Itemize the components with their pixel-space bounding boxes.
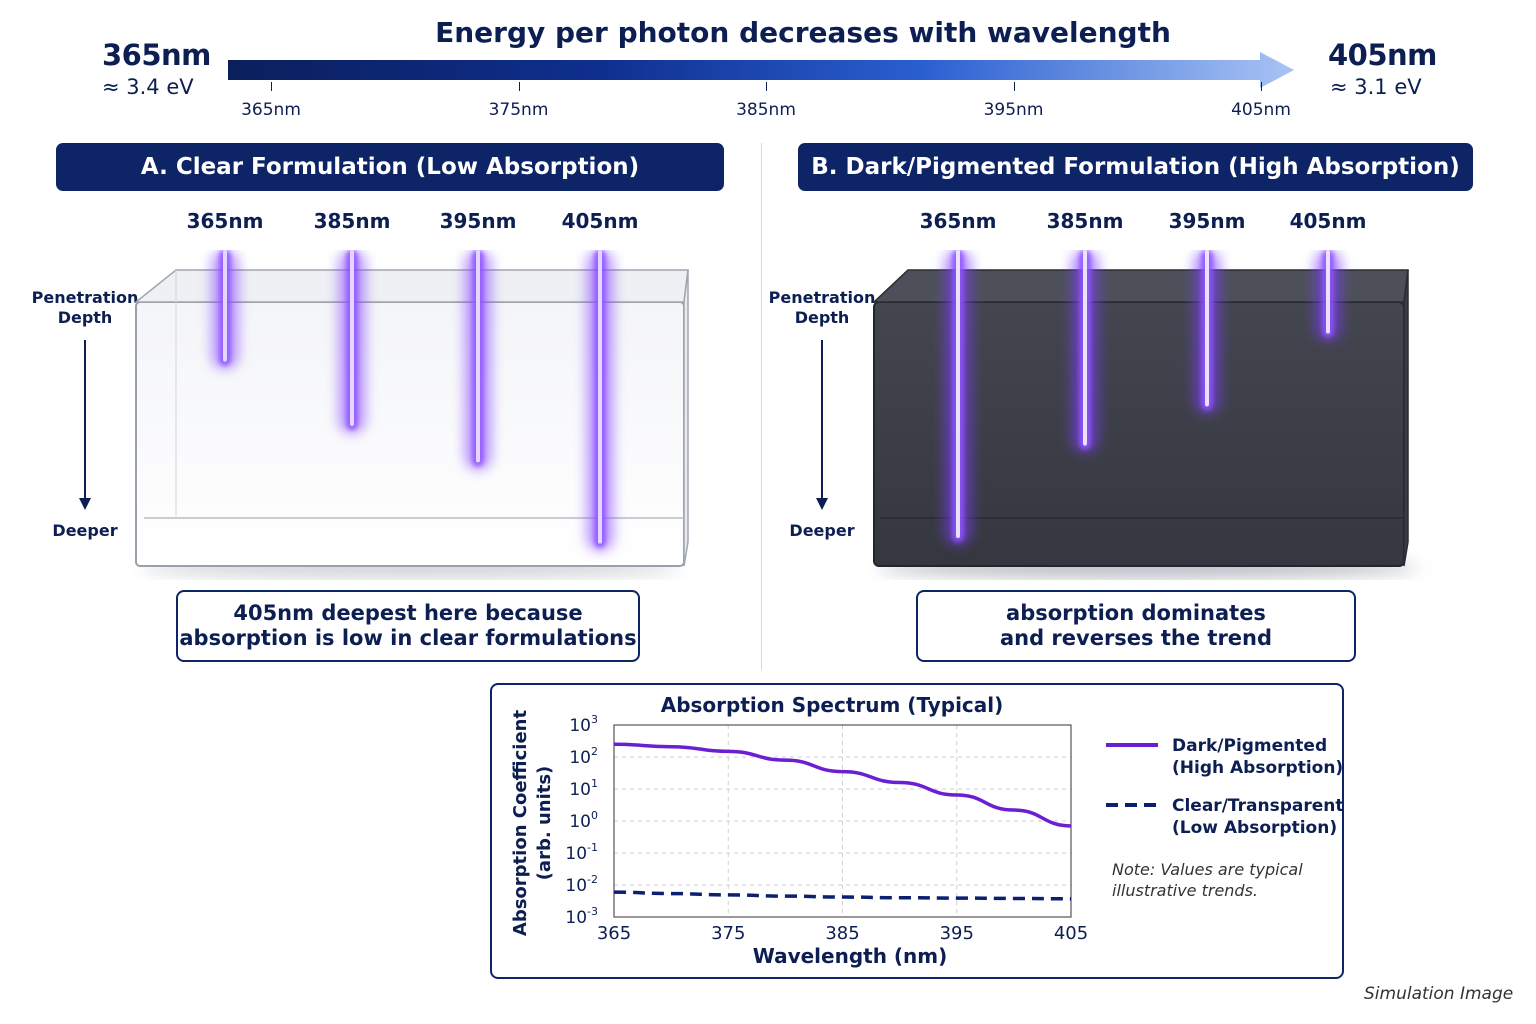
panel-b-caption-line2: and reverses the trend (999, 626, 1273, 650)
panel-a-caption-line2: absorption is low in clear formulations (179, 626, 637, 650)
wavelength-tick-mark (271, 82, 272, 91)
chart-xlabel: Wavelength (nm) (753, 944, 948, 968)
series-dark-line (613, 742, 1072, 828)
legend-dark-line2: (High Absorption) (1172, 758, 1342, 778)
chart-y-tick-label: 102 (569, 745, 598, 768)
energy-bar-title: Energy per photon decreases with wavelen… (435, 16, 1171, 49)
chart-ylabel-line1: Absorption Coefficient (510, 710, 531, 937)
panel-a-depth-arrow (84, 340, 86, 500)
chart-x-tick-label: 395 (940, 923, 974, 944)
panel-a-beam-label: 365nm (186, 209, 264, 233)
chart-x-tick-label: 365 (597, 923, 631, 944)
panel-a-title: A. Clear Formulation (Low Absorption) (56, 143, 724, 191)
panel-a-caption-line1: 405nm deepest here because (233, 601, 583, 625)
chart-y-tick-label: 10-2 (565, 873, 598, 896)
chart-x-tick-label: 385 (825, 923, 859, 944)
panel-b-beam-label: 385nm (1046, 209, 1124, 233)
wavelength-tick-mark (518, 82, 520, 91)
beam-395nm (464, 250, 492, 471)
legend-clear-line1: Clear/Transparent (1172, 796, 1342, 816)
simulation-label: Simulation Image (1364, 984, 1514, 1004)
panel-a-beam-label: 395nm (439, 209, 517, 233)
chart-ylabel-line2: (arb. units) (534, 766, 555, 881)
panel-b-tank (872, 250, 1418, 578)
panel-b-depth-arrow (821, 340, 823, 500)
beam-395nm (1193, 250, 1221, 415)
panel-b-caption-line1: absorption dominates (1006, 601, 1266, 625)
chart-plot-frame (613, 724, 1072, 918)
panel-a-penetration-label: Penetration Depth (31, 288, 139, 327)
absorption-chart: Absorption Spectrum (Typical) Absorption… (510, 693, 1342, 968)
panel-b-deeper-label: Deeper (789, 521, 855, 540)
chart-y-tick-label: 101 (569, 777, 598, 800)
chart-note-line1: Note: Values are typical (1112, 860, 1303, 879)
beam-365nm (211, 250, 239, 370)
chart-note-line2: illustrative trends. (1112, 881, 1258, 900)
left-wavelength: 365nm (102, 38, 211, 72)
left-energy: ≈ 3.4 eV (102, 75, 194, 99)
wavelength-tick-label: 395nm (983, 100, 1044, 120)
beam-385nm (338, 250, 366, 434)
panel-b-beam-label: 395nm (1168, 209, 1246, 233)
wavelength-tick-label: 365nm (241, 100, 301, 120)
panel-a-beam-label: 385nm (313, 209, 391, 233)
chart-y-tick-label: 10-1 (565, 841, 598, 864)
chart-y-tick-label: 10-3 (565, 905, 598, 928)
wavelength-tick-label: 405nm (1231, 100, 1291, 120)
panel-b-title: B. Dark/Pigmented Formulation (High Abso… (798, 143, 1473, 191)
panel-b-caption: absorption dominates and reverses the tr… (916, 590, 1356, 662)
beam-365nm (944, 250, 972, 546)
chart-x-tick-label: 405 (1054, 923, 1088, 944)
beam-405nm (586, 250, 614, 552)
legend-clear-line2: (Low Absorption) (1172, 818, 1337, 838)
panel-a-tank (133, 250, 689, 578)
panel-b-penetration-label: Penetration Depth (768, 288, 876, 327)
panel-b-depth-arrowhead (816, 498, 828, 510)
chart-title: Absorption Spectrum (Typical) (661, 693, 1004, 717)
legend-dark-line1: Dark/Pigmented (1172, 736, 1327, 756)
beam-405nm (1314, 250, 1342, 342)
panel-a-caption: 405nm deepest here because absorption is… (176, 590, 640, 662)
wavelength-tick-mark (1013, 82, 1015, 91)
panel-a-depth-arrowhead (79, 498, 91, 510)
series-clear-line (613, 890, 1072, 901)
right-energy: ≈ 3.1 eV (1330, 75, 1422, 99)
wavelength-tick-label: 385nm (736, 100, 796, 120)
panel-divider (761, 143, 762, 670)
absorption-chart-box (490, 683, 1344, 979)
chart-y-tick-label: 103 (569, 713, 598, 736)
energy-gradient-arrow (228, 52, 1294, 88)
panel-a-beam-label: 405nm (561, 209, 639, 233)
right-wavelength: 405nm (1328, 38, 1437, 72)
beam-385nm (1071, 250, 1099, 454)
chart-y-tick-label: 100 (569, 809, 598, 832)
chart-x-tick-label: 375 (711, 923, 745, 944)
wavelength-tick-mark (1261, 82, 1262, 91)
panel-b-beam-label: 405nm (1289, 209, 1367, 233)
wavelength-tick-mark (766, 82, 767, 91)
panel-a-deeper-label: Deeper (52, 521, 118, 540)
panel-b-beam-label: 365nm (919, 209, 997, 233)
wavelength-tick-label: 375nm (488, 100, 549, 120)
